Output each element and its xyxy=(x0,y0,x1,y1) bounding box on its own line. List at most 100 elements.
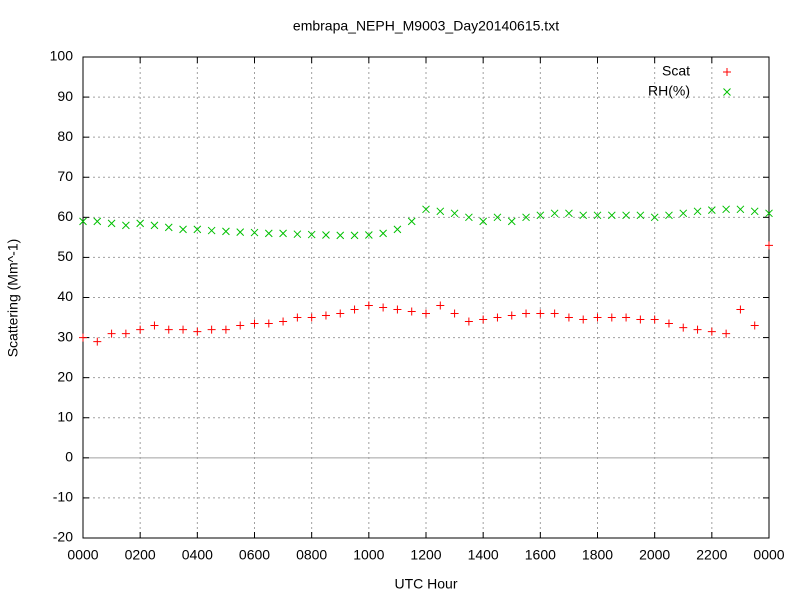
point xyxy=(236,228,245,237)
y-tick-label: 90 xyxy=(57,88,73,104)
point xyxy=(407,217,416,226)
point xyxy=(207,226,216,235)
x-tick-label: 0400 xyxy=(182,547,213,563)
point xyxy=(164,325,173,334)
point xyxy=(422,309,430,318)
point xyxy=(79,217,87,226)
point xyxy=(722,329,731,338)
point xyxy=(393,225,402,234)
y-axis-label: Scattering (Mm^-1) xyxy=(5,239,21,358)
point xyxy=(650,315,659,324)
point xyxy=(579,315,588,324)
point xyxy=(536,211,545,220)
point xyxy=(193,327,202,336)
point xyxy=(679,209,688,218)
chart-title: embrapa_NEPH_M9003_Day20140615.txt xyxy=(293,18,559,34)
x-tick-label: 0000 xyxy=(67,547,98,563)
y-tick-label: 10 xyxy=(57,408,73,424)
point xyxy=(736,305,745,314)
point xyxy=(522,213,530,222)
y-tick-label: 50 xyxy=(57,248,73,264)
x-tick-label: 2000 xyxy=(639,547,670,563)
y-tick-label: 0 xyxy=(65,449,73,465)
point xyxy=(264,319,273,328)
y-tick-label: 60 xyxy=(57,208,73,224)
point xyxy=(393,305,402,314)
point xyxy=(321,311,330,320)
x-tick-label: 1600 xyxy=(525,547,556,563)
point xyxy=(93,217,102,226)
point xyxy=(264,229,273,238)
point xyxy=(493,313,502,322)
point xyxy=(622,211,630,220)
point xyxy=(364,231,373,239)
point xyxy=(136,219,145,228)
point xyxy=(665,211,673,220)
point xyxy=(336,231,345,240)
point xyxy=(693,207,702,216)
x-tick-label: 0200 xyxy=(125,547,156,563)
y-tick-label: -20 xyxy=(53,529,73,545)
point xyxy=(465,213,473,222)
x-tick-label: 2200 xyxy=(696,547,727,563)
x-tick-label: 0800 xyxy=(296,547,327,563)
point xyxy=(593,211,602,220)
y-tick-label: 20 xyxy=(57,368,73,384)
point xyxy=(136,325,145,334)
y-tick-label: 40 xyxy=(57,288,73,304)
y-tick-label: 70 xyxy=(57,168,73,184)
point xyxy=(379,229,387,238)
point xyxy=(693,325,702,334)
point xyxy=(707,327,716,336)
x-tick-label: 1200 xyxy=(410,547,441,563)
legend-marker xyxy=(723,68,731,76)
point xyxy=(150,221,159,230)
point xyxy=(650,213,659,222)
legend-marker xyxy=(723,88,731,96)
point xyxy=(236,321,245,330)
point xyxy=(479,217,488,226)
x-tick-label: 1800 xyxy=(582,547,613,563)
point xyxy=(364,301,373,310)
point xyxy=(107,329,116,338)
point xyxy=(436,301,445,310)
point xyxy=(107,219,116,228)
x-tick-label: 0600 xyxy=(239,547,270,563)
point xyxy=(564,313,573,322)
point xyxy=(550,209,559,218)
point xyxy=(507,217,516,226)
point xyxy=(79,333,87,342)
point xyxy=(464,317,473,326)
point xyxy=(121,329,130,338)
y-tick-label: 80 xyxy=(57,128,73,144)
point xyxy=(493,213,502,222)
point xyxy=(307,313,316,322)
point xyxy=(750,321,759,330)
point xyxy=(164,223,173,232)
point xyxy=(565,209,573,218)
point xyxy=(221,325,230,334)
legend-label: Scat xyxy=(662,63,690,79)
point xyxy=(507,311,516,320)
point xyxy=(322,231,330,239)
point xyxy=(336,309,345,318)
point xyxy=(222,227,230,236)
point xyxy=(765,209,773,218)
y-tick-label: 30 xyxy=(57,328,73,344)
point xyxy=(179,225,187,234)
point xyxy=(550,309,559,318)
point xyxy=(607,313,616,322)
x-tick-label: 0000 xyxy=(753,547,784,563)
point xyxy=(150,321,159,330)
point xyxy=(636,315,645,324)
point xyxy=(407,307,416,316)
point xyxy=(307,230,316,239)
point xyxy=(350,305,359,314)
point xyxy=(593,313,602,322)
point xyxy=(93,337,102,346)
point xyxy=(207,325,216,334)
point xyxy=(707,206,716,214)
x-axis-label: UTC Hour xyxy=(394,576,457,592)
point xyxy=(450,309,459,318)
